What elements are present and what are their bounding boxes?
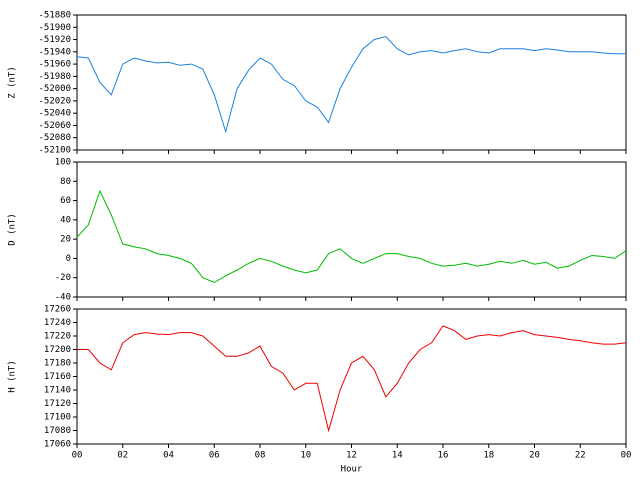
- y-tick-label: 17180: [44, 359, 71, 369]
- y-tick-label: 40: [60, 215, 71, 225]
- y-tick-label: -20: [55, 273, 71, 283]
- data-line: [76, 35, 626, 134]
- y-tick-label: -52100: [38, 146, 71, 156]
- y-tick-label: 20: [60, 235, 71, 245]
- y-tick-label: 17100: [44, 413, 71, 423]
- y-tick-label: -52040: [38, 109, 71, 119]
- x-tick-label: 02: [117, 451, 128, 461]
- x-tick-label: 00: [72, 451, 83, 461]
- y-axis-label: D (nT): [8, 213, 18, 246]
- y-tick-label: 17220: [44, 332, 71, 342]
- y-tick-label: -52080: [38, 133, 71, 143]
- y-tick-label: 17200: [44, 345, 71, 355]
- y-tick-label: -52000: [38, 84, 71, 94]
- y-axis-label: H (nT): [8, 360, 18, 393]
- plot-frame: [76, 308, 627, 445]
- y-tick-label: 17060: [44, 440, 71, 450]
- plot-frame: [76, 161, 627, 298]
- x-tick-label: 04: [163, 451, 174, 461]
- y-tick-label: -51960: [38, 60, 71, 70]
- y-tick-label: 80: [60, 177, 71, 187]
- y-tick-label: -40: [55, 293, 71, 303]
- x-tick-label: 16: [438, 451, 449, 461]
- x-tick-label: 08: [255, 451, 266, 461]
- y-tick-label: 17240: [44, 318, 71, 328]
- x-axis-label: Hour: [341, 465, 363, 475]
- y-tick-label: -51980: [38, 72, 71, 82]
- y-tick-label: -52060: [38, 121, 71, 131]
- y-tick-label: 17120: [44, 399, 71, 409]
- y-tick-label: -51900: [38, 23, 71, 33]
- y-tick-label: -51880: [38, 11, 71, 21]
- x-tick-label: 22: [575, 451, 586, 461]
- x-tick-label: 18: [483, 451, 494, 461]
- y-tick-label: -52020: [38, 96, 71, 106]
- x-tick-label: 14: [392, 451, 403, 461]
- x-tick-label: 06: [209, 451, 220, 461]
- y-tick-label: 0: [66, 254, 71, 264]
- y-tick-label: -51920: [38, 35, 71, 45]
- y-axis-label: Z (nT): [8, 66, 18, 99]
- x-tick-label: 10: [300, 451, 311, 461]
- data-line: [77, 325, 627, 433]
- x-tick-label: 12: [346, 451, 357, 461]
- y-tick-label: 17260: [44, 305, 71, 315]
- x-tick-label: 20: [529, 451, 540, 461]
- y-tick-label: -51940: [38, 47, 71, 57]
- plot-frame: [76, 14, 627, 151]
- y-tick-label: 100: [55, 158, 71, 168]
- y-tick-label: 60: [60, 196, 71, 206]
- x-tick-label: 00: [621, 451, 632, 461]
- y-tick-label: 17080: [44, 426, 71, 436]
- data-line: [76, 189, 627, 284]
- y-tick-label: 17160: [44, 372, 71, 382]
- y-tick-label: 17140: [44, 386, 71, 396]
